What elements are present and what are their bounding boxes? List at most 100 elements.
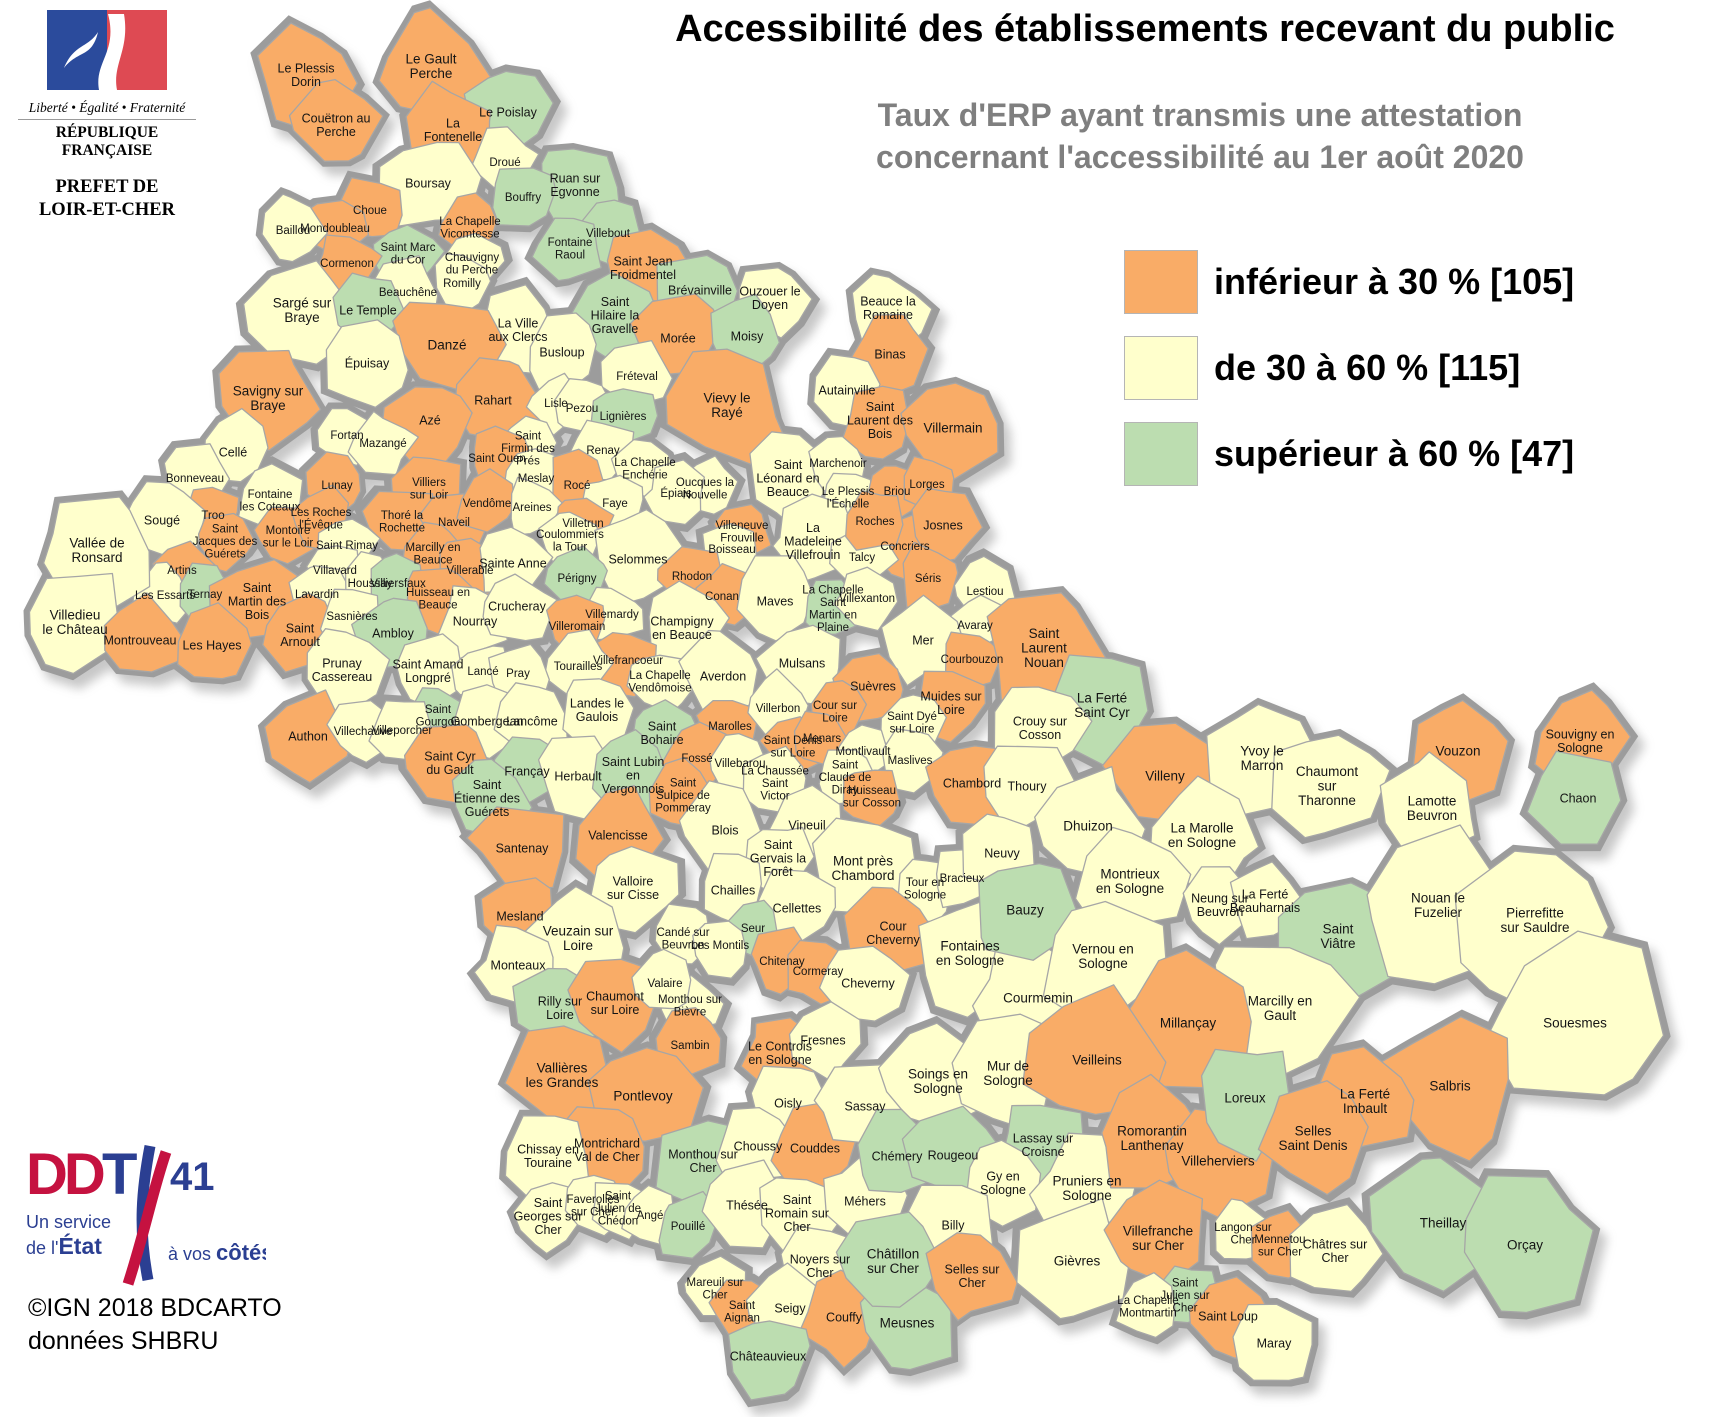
commune-label: Villedieu le Château: [42, 607, 107, 637]
commune-label: Villemardy: [585, 609, 639, 621]
commune-label: Rilly sur Loire: [538, 995, 582, 1023]
ddt-service-line1: Un service: [26, 1212, 111, 1232]
commune-label: Villechauve: [334, 726, 393, 738]
commune-label: Saint Ouen: [468, 453, 526, 465]
commune-label: La Chapelle Saint Martin en Plaine: [802, 584, 863, 634]
commune-label: La Chapelle Vendômoise: [628, 670, 691, 695]
commune-label: Sainte Anne: [479, 556, 546, 570]
commune-label: Saint Denis sur Loire: [764, 735, 823, 760]
commune-label: Villiersfaux: [370, 578, 426, 590]
commune-area: [263, 689, 354, 784]
commune-label: Villeherviers: [1181, 1154, 1255, 1169]
commune-label: Suèvres: [850, 679, 896, 693]
commune-label: Selles sur Cher: [945, 1263, 1000, 1291]
commune-label: Cellé: [219, 445, 248, 459]
commune-label: Azé: [419, 413, 441, 427]
commune-label: Gièvres: [1054, 1254, 1101, 1269]
commune-label: Oucques la Nouvelle: [676, 477, 735, 502]
commune-label: Faverolles sur Cher: [566, 1194, 619, 1219]
commune-label: Roches: [856, 516, 895, 528]
commune-label: Conan: [705, 591, 739, 603]
commune-label: Méhers: [844, 1194, 886, 1208]
republic-label: RÉPUBLIQUE FRANÇAISE: [55, 124, 159, 159]
commune-label: Villebout: [586, 228, 631, 240]
commune-label: Faye: [602, 498, 628, 510]
commune-label: Billy: [942, 1218, 966, 1232]
commune-label: Choue: [353, 205, 387, 217]
commune-area: [818, 945, 911, 1022]
ddt41-logo-icon: DD T 41 Un service de l'État à vos côtés: [26, 1142, 274, 1286]
commune-label: Saint Firmin des Prés: [501, 431, 555, 468]
commune-label: Lisle: [544, 398, 568, 410]
commune-label: Villeny: [1145, 769, 1185, 784]
commune-label: Saint Aignan: [724, 1300, 760, 1325]
credit-line1: ©IGN 2018 BDCARTO: [28, 1294, 282, 1322]
commune-label: Veilleins: [1072, 1053, 1122, 1068]
commune-label: Saint Viâtre: [1320, 921, 1355, 951]
commune-label: Autainville: [819, 383, 876, 397]
commune-label: Courmemin: [1003, 991, 1073, 1006]
commune-label: Averdon: [700, 669, 746, 683]
commune-label: Saint Sulpice de Pommeray: [655, 778, 711, 815]
commune-label: Fontaine Raoul: [548, 237, 593, 262]
commune-label: Talcy: [849, 552, 875, 564]
legend-item-o: inférieur à 30 % [105]: [1124, 250, 1574, 314]
commune-label: Mont près Chambord: [831, 853, 894, 883]
commune-area: [631, 948, 692, 1010]
commune-label: Meusnes: [880, 1316, 935, 1331]
commune-label: Moisy: [731, 329, 764, 343]
commune-area: [1463, 1174, 1594, 1314]
commune-label: Cellettes: [773, 901, 822, 915]
commune-label: Fontaines en Sologne: [936, 938, 1004, 968]
commune-label: Menars: [803, 733, 842, 745]
commune-area: [842, 769, 901, 827]
commune-label: Marcilly en Beauce: [406, 542, 461, 567]
commune-label: Fontaine les Coteaux: [240, 489, 301, 514]
commune-label: Saint Rimay: [316, 540, 378, 552]
commune-label: Châtillon sur Cher: [867, 1246, 920, 1276]
commune-label: Lavardin: [295, 589, 339, 601]
commune-label: Vineuil: [788, 818, 825, 832]
commune-label: Séris: [915, 573, 941, 585]
commune-area: [1115, 1272, 1176, 1339]
commune-label: Pontlevoy: [613, 1089, 673, 1104]
commune-label: Lassay sur Croisne: [1013, 1132, 1073, 1160]
commune-label: Le Plessis l'Échelle: [822, 486, 875, 511]
commune-area: [28, 572, 121, 675]
french-republic-flag-icon: [47, 10, 167, 90]
commune-label: Crouy sur Cosson: [1013, 715, 1067, 743]
commune-label: Baillou: [276, 225, 311, 237]
commune-label: Vallières les Grandes: [526, 1060, 599, 1090]
commune-label: Josnes: [923, 518, 963, 532]
commune-label: Souvigny en Sologne: [1546, 728, 1615, 756]
commune-label: La Ferté Imbault: [1340, 1086, 1390, 1116]
commune-label: Dhuizon: [1063, 819, 1113, 834]
ddt-dd-letters: DD: [26, 1142, 104, 1207]
commune-label: Gombergean: [451, 714, 524, 728]
commune-label: Rahart: [474, 393, 512, 407]
commune-area: [833, 566, 899, 632]
commune-area: [835, 1211, 943, 1308]
commune-label: Cheverny: [841, 976, 895, 990]
commune-area: [1257, 1080, 1369, 1196]
commune-label: Renay: [586, 445, 619, 457]
commune-label: Fortan: [330, 430, 363, 442]
commune-label: Boursay: [405, 176, 452, 190]
commune-label: Villerable: [446, 565, 493, 577]
commune-label: Mennetou sur Cher: [1254, 1234, 1305, 1259]
commune-label: Chaumont sur Tharonne: [1296, 764, 1359, 808]
commune-label: Loreux: [1224, 1091, 1266, 1106]
commune-label: Beauce la Romaine: [860, 295, 916, 323]
commune-label: Langon sur Cher: [1214, 1222, 1272, 1247]
commune-area: [900, 382, 999, 483]
commune-label: La Ferté Saint Cyr: [1074, 690, 1130, 720]
commune-label: Neuvy: [984, 846, 1020, 860]
commune-label: Chailles: [711, 883, 755, 897]
commune-label: Pray: [506, 668, 530, 680]
commune-area: [1485, 930, 1665, 1096]
commune-label: Saint Julien sur Cher: [1160, 1278, 1209, 1315]
commune-area: [261, 193, 329, 263]
commune-label: Boisseau: [708, 544, 755, 556]
commune-label: Huisseau sur Cosson: [843, 785, 901, 810]
commune-area: [482, 573, 558, 642]
